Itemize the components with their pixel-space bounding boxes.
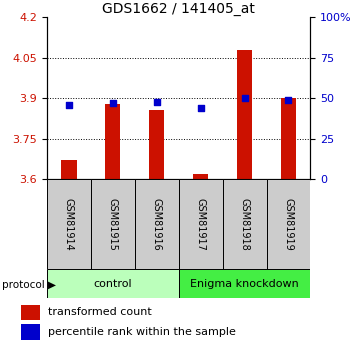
Bar [193,174,208,179]
Point [154,99,160,104]
Bar [135,179,179,269]
Text: GSM81916: GSM81916 [152,198,162,250]
Point [66,102,72,108]
Point [110,100,116,106]
Text: Enigma knockdown: Enigma knockdown [190,279,299,289]
Bar [61,160,77,179]
Text: control: control [93,279,132,289]
Bar [21,305,40,320]
Bar [91,179,135,269]
Text: percentile rank within the sample: percentile rank within the sample [48,327,236,337]
Text: GSM81915: GSM81915 [108,198,118,251]
Text: protocol ▶: protocol ▶ [2,280,56,289]
Text: GSM81918: GSM81918 [240,198,249,250]
Title: GDS1662 / 141405_at: GDS1662 / 141405_at [102,2,255,16]
Bar [179,179,223,269]
Bar [266,179,310,269]
Point [286,97,291,103]
Bar [47,179,91,269]
Text: GSM81914: GSM81914 [64,198,74,250]
Bar [237,50,252,179]
Point [198,105,204,111]
Text: GSM81919: GSM81919 [283,198,293,250]
Bar [21,325,40,339]
Bar [223,179,266,269]
Bar [105,104,121,179]
Text: GSM81917: GSM81917 [196,198,206,251]
Bar [47,269,179,298]
Point [242,96,248,101]
Bar [149,110,164,179]
Text: transformed count: transformed count [48,307,152,317]
Bar [179,269,310,298]
Bar [281,98,296,179]
